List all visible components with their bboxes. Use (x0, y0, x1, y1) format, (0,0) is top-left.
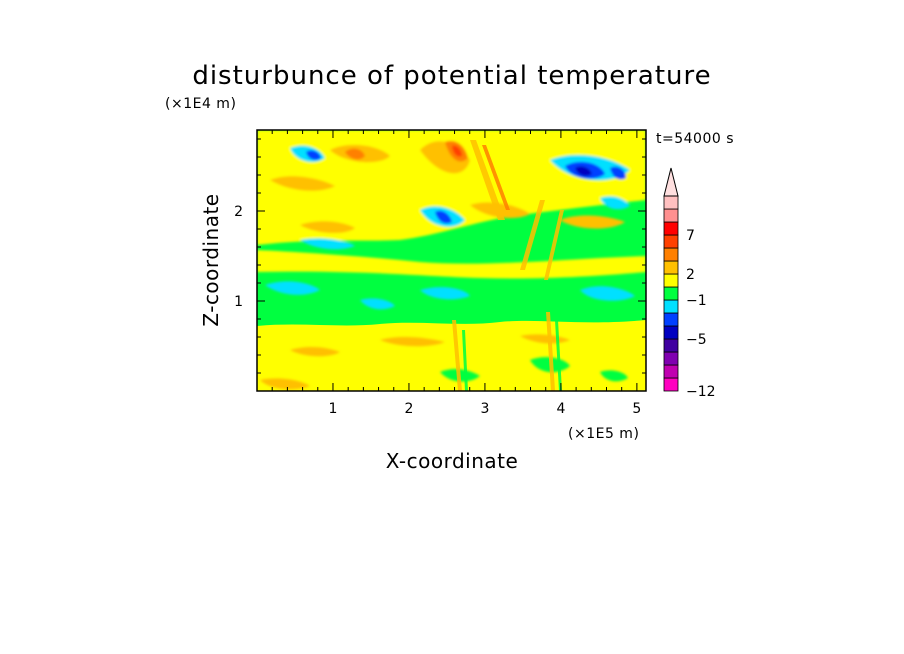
colorbar-swatch (663, 286, 679, 301)
colorbar-extend-arrow (663, 167, 679, 197)
streak-5 (470, 140, 505, 220)
y-axis-title: Z-coordinate (199, 193, 223, 326)
colorbar: −12−5−127 (663, 167, 716, 400)
colorbar-label: −5 (686, 332, 707, 348)
colorbar-label: 7 (686, 228, 695, 244)
time-label: t=54000 s (656, 131, 734, 147)
upper-navy-1 (575, 166, 592, 176)
upper-cyan-4 (300, 238, 355, 250)
lower-patch-6 (600, 370, 628, 382)
streak-4 (555, 320, 562, 391)
streak-3 (546, 312, 555, 391)
x-tick-label: 5 (632, 401, 641, 417)
middle-layer-patches (265, 281, 635, 310)
colorbar-swatch (663, 312, 679, 327)
colorbar-swatch (663, 351, 679, 366)
colorbar-label: −1 (686, 293, 707, 309)
streak-8 (544, 210, 564, 280)
y-axis: 12 (234, 138, 646, 374)
middle-cyan-3 (580, 286, 635, 301)
chart-title: disturbunce of potential temperature (192, 61, 711, 91)
upper-red-3 (452, 145, 462, 157)
lower-patch-7 (260, 378, 310, 390)
colorbar-swatch (663, 377, 679, 392)
upper-blue-1 (306, 150, 321, 160)
colorbar-label: 2 (686, 267, 695, 283)
lower-patch-2 (380, 336, 445, 347)
x-axis-title: X-coordinate (386, 449, 519, 473)
streak-6 (482, 145, 510, 210)
x-axis: 1 2 3 4 5 (271, 130, 641, 417)
y-unit-label: (×1E4 m) (165, 96, 236, 112)
upper-orange-6 (560, 215, 625, 229)
colorbar-swatch (663, 234, 679, 249)
colorbar-swatch (663, 208, 679, 223)
vertical-streaks (452, 140, 564, 391)
x-tick-label: 1 (329, 401, 338, 417)
colorbar-swatch (663, 221, 679, 236)
contour-field (257, 130, 646, 391)
lower-patch-1 (290, 346, 340, 357)
upper-layer (257, 130, 646, 279)
x-tick-label: 4 (556, 401, 565, 417)
colorbar-swatch (663, 299, 679, 314)
middle-cyan-1 (265, 281, 320, 295)
upper-blue-2 (435, 210, 452, 224)
upper-cyan-5 (600, 196, 630, 210)
colorbar-swatch (663, 338, 679, 353)
streak-7 (520, 200, 545, 270)
plot-frame (256, 129, 647, 392)
streak-1 (452, 320, 462, 391)
x-tick-label: 2 (404, 401, 413, 417)
colorbar-swatch (663, 364, 679, 379)
colorbar-label: −12 (686, 384, 716, 400)
x-tick-label: 3 (480, 401, 489, 417)
y-tick-label: 1 (234, 294, 243, 310)
colorbar-swatch (663, 195, 679, 210)
x-unit-label: (×1E5 m) (568, 426, 639, 442)
upper-orange-1 (270, 176, 335, 191)
middle-cyan-2 (420, 287, 470, 300)
y-tick-label: 2 (234, 204, 243, 220)
upper-blue-4 (610, 166, 626, 180)
upper-orange-4 (300, 221, 355, 234)
upper-red-1 (345, 148, 365, 160)
streak-2 (462, 330, 468, 391)
colorbar-swatch (663, 247, 679, 262)
colorbar-swatch (663, 260, 679, 275)
colorbar-swatch (663, 325, 679, 340)
middle-cyan-4 (360, 298, 395, 310)
colorbar-swatch (663, 273, 679, 288)
